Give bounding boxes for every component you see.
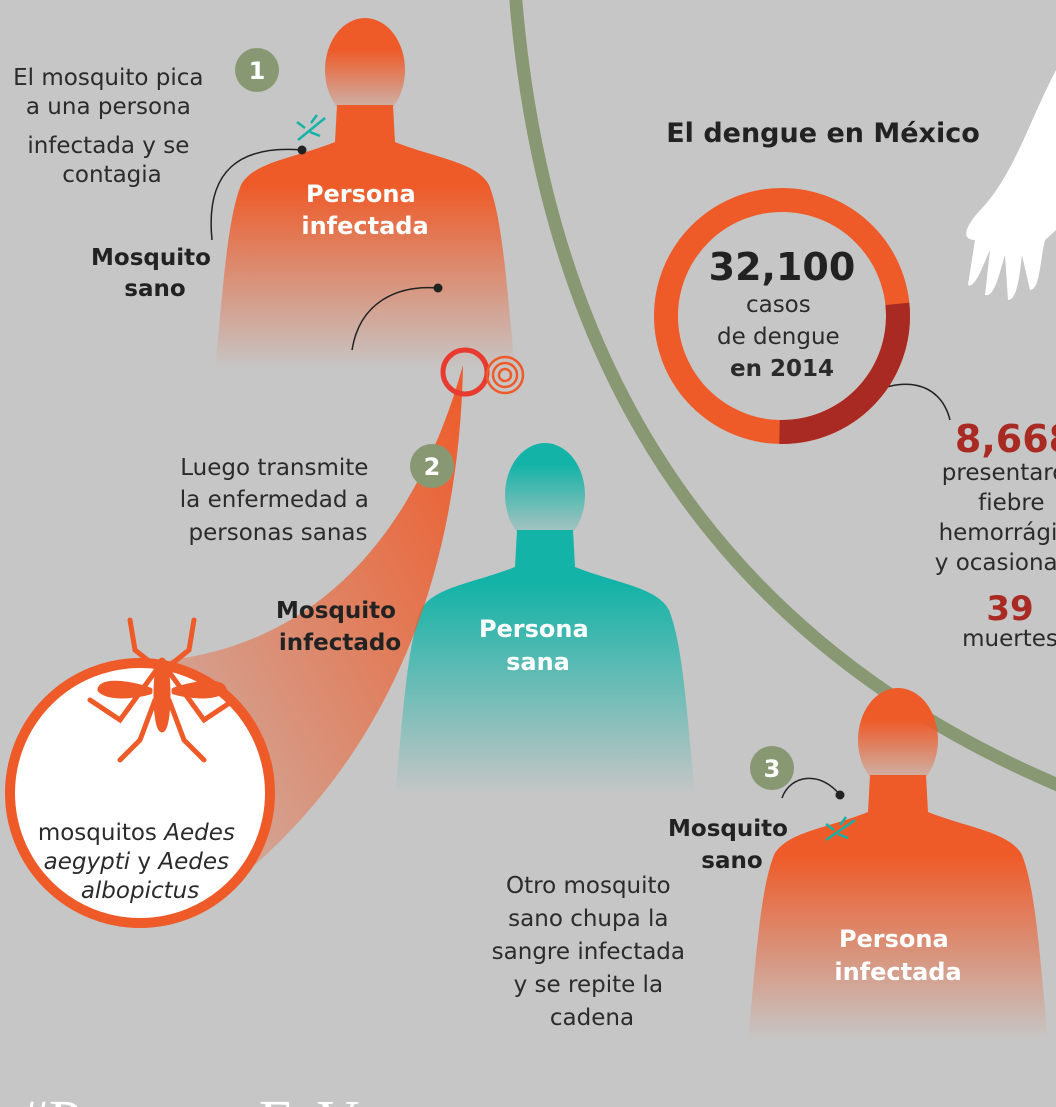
total-caption: casos de dengue en 2014 <box>717 292 847 382</box>
text-line: Mosquito <box>276 598 396 624</box>
deaths-value: 39 <box>986 589 1033 629</box>
text-line: hemorrágica <box>939 520 1056 546</box>
text-line: Persona <box>479 615 589 643</box>
text-line: Otro mosquito <box>506 873 671 899</box>
text-line: Mosquito <box>91 245 211 271</box>
text-line: la enfermedad a <box>180 487 369 513</box>
step-description: Luego transmite la enfermedad a personas… <box>180 455 376 546</box>
step-description: Otro mosquito sano chupa la sangre infec… <box>492 873 693 1031</box>
text-line: El mosquito pica <box>13 65 203 91</box>
species-word: y <box>137 849 151 875</box>
text-line: Luego transmite <box>180 455 368 481</box>
text-line: infectada y se <box>27 133 189 159</box>
text-line: y se repite la <box>514 972 663 998</box>
total-value: 32,100 <box>709 245 856 289</box>
step-number: 3 <box>764 755 781 783</box>
person-silhouette <box>748 688 1048 1040</box>
deaths-caption: muertes <box>962 626 1056 652</box>
text-line: fiebre <box>978 490 1044 516</box>
text-line: Persona <box>839 925 949 953</box>
hemorrhagic-value: 8,668 <box>955 417 1056 461</box>
text-line: infectado <box>279 630 401 656</box>
hemorrhagic-caption: presentaron fiebre hemorrágica y ocasion… <box>935 460 1056 576</box>
step-number: 2 <box>424 453 441 481</box>
text-line: sano <box>124 276 185 302</box>
text-line: a una persona <box>26 94 191 120</box>
text-line: en 2014 <box>730 356 834 382</box>
text-line: infectada <box>834 958 961 986</box>
species-word: albopictus <box>81 878 199 904</box>
hashtag: #PrevenirEsVivir <box>20 1088 444 1107</box>
text-line: presentaron <box>942 460 1056 486</box>
text-line: contagia <box>62 162 162 188</box>
species-word: Aedes <box>156 849 229 875</box>
hand <box>966 70 1056 300</box>
species-word: mosquitos <box>38 820 157 846</box>
text-line: infectada <box>301 212 428 240</box>
text-line: sano <box>701 848 762 874</box>
text-line: de dengue <box>717 324 840 350</box>
text-line: Mosquito <box>668 816 788 842</box>
mosquito-label: Mosquito sano <box>91 245 219 302</box>
species-word: Aedes <box>162 820 235 846</box>
text-line: Persona <box>306 180 416 208</box>
stats-title: El dengue en México <box>666 118 980 149</box>
text-line: personas sanas <box>189 520 368 546</box>
step-description: El mosquito pica a una persona infectada… <box>13 65 211 188</box>
text-line: cadena <box>550 1005 634 1031</box>
text-line: y ocasionaron <box>935 550 1056 576</box>
bite-rings <box>487 357 523 393</box>
text-line: sangre infectada <box>492 939 685 965</box>
text-line: sana <box>506 648 570 676</box>
species-word: aegypti <box>44 849 131 875</box>
text-line: casos <box>746 292 811 318</box>
infographic: mosquitos Aedes aegypti y Aedes albopict… <box>0 0 1056 1107</box>
step-number: 1 <box>249 57 266 85</box>
text-line: sano chupa la <box>508 906 668 932</box>
